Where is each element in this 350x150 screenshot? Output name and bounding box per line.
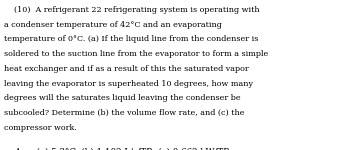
Text: compressor work.: compressor work. — [4, 124, 76, 132]
Text: heat exchanger and if as a result of this the saturated vapor: heat exchanger and if as a result of thi… — [4, 65, 248, 73]
Text: leaving the evaporator is superheated 10 degrees, how many: leaving the evaporator is superheated 10… — [4, 80, 252, 87]
Text: a condenser temperature of 42°C and an evaporating: a condenser temperature of 42°C and an e… — [4, 21, 221, 29]
Text: Ans. (a) 5.3°C, (b) 1.102 L/s/TR, (c) 0.662 kW/TR: Ans. (a) 5.3°C, (b) 1.102 L/s/TR, (c) 0.… — [4, 147, 229, 150]
Text: soldered to the suction line from the evaporator to form a simple: soldered to the suction line from the ev… — [4, 50, 268, 58]
Text: (10)  A refrigerant 22 refrigerating system is operating with: (10) A refrigerant 22 refrigerating syst… — [4, 6, 259, 14]
Text: temperature of 0°C. (a) If the liquid line from the condenser is: temperature of 0°C. (a) If the liquid li… — [4, 35, 258, 43]
Text: degrees will the saturates liquid leaving the condenser be: degrees will the saturates liquid leavin… — [4, 94, 240, 102]
Text: subcooled? Determine (b) the volume flow rate, and (c) the: subcooled? Determine (b) the volume flow… — [4, 109, 244, 117]
